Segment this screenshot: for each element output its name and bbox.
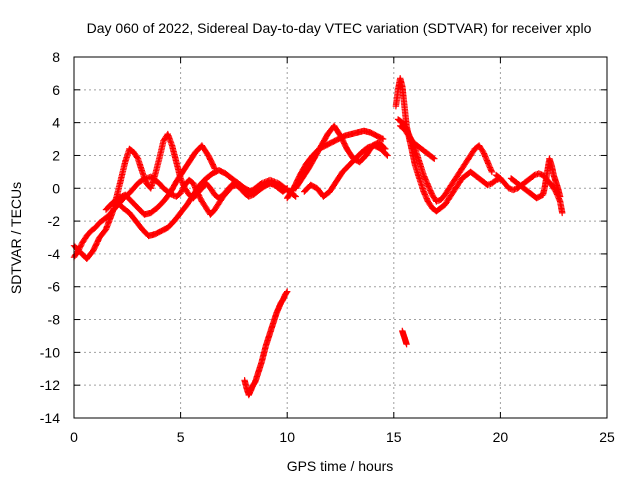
data-point-markers: [241, 288, 291, 399]
data-point-markers: [284, 127, 387, 202]
x-tick-label: 25: [599, 429, 615, 445]
data-point-markers: [70, 130, 299, 262]
data-point-markers: [102, 142, 218, 218]
y-tick-label: 0: [52, 180, 60, 196]
data-point-markers: [394, 116, 496, 205]
x-tick-label: 10: [279, 429, 295, 445]
series-sat-track-11: [397, 122, 438, 162]
series-sat-track-8: [301, 142, 391, 200]
data-point-markers: [399, 327, 410, 348]
y-tick-label: -8: [48, 312, 61, 328]
x-tick-label: 20: [493, 429, 509, 445]
series-sat-track-5: [241, 288, 291, 399]
data-point-markers: [507, 155, 564, 202]
y-tick-label: -14: [40, 410, 60, 426]
grid-layer: [74, 57, 607, 418]
y-tick-label: -2: [48, 213, 61, 229]
y-tick-label: 2: [52, 147, 60, 163]
data-layer: [70, 75, 566, 399]
plot-frame: [73, 56, 608, 419]
data-point-markers: [301, 142, 391, 200]
y-tick-label: -6: [48, 279, 61, 295]
x-tick-label: 15: [386, 429, 402, 445]
y-tick-label: -12: [40, 377, 60, 393]
series-sat-track-4: [102, 142, 218, 218]
series-sat-track-12: [399, 327, 410, 348]
series-sat-track-2: [70, 130, 299, 262]
series-sat-track-14: [507, 155, 564, 202]
y-tick-label: 6: [52, 82, 60, 98]
y-tick-label: -10: [40, 344, 60, 360]
y-tick-label: -4: [48, 246, 61, 262]
chart-title: Day 060 of 2022, Sidereal Day-to-day VTE…: [87, 20, 592, 36]
series-sat-track-10: [394, 116, 496, 205]
tick-label-layer: 0 5 10 15 20 25 -14 -12 -10 -8 -6 -4 -2 0 2 4 6 8: [40, 49, 615, 445]
y-tick-label: 8: [52, 49, 60, 65]
series-sat-track-6: [284, 127, 387, 202]
y-axis-title: SDTVAR / TECUs: [8, 182, 24, 294]
data-point-markers: [397, 122, 438, 162]
x-tick-label: 0: [70, 429, 78, 445]
x-tick-label: 5: [177, 429, 185, 445]
x-axis-title: GPS time / hours: [287, 458, 394, 474]
y-tick-label: 4: [52, 115, 60, 131]
